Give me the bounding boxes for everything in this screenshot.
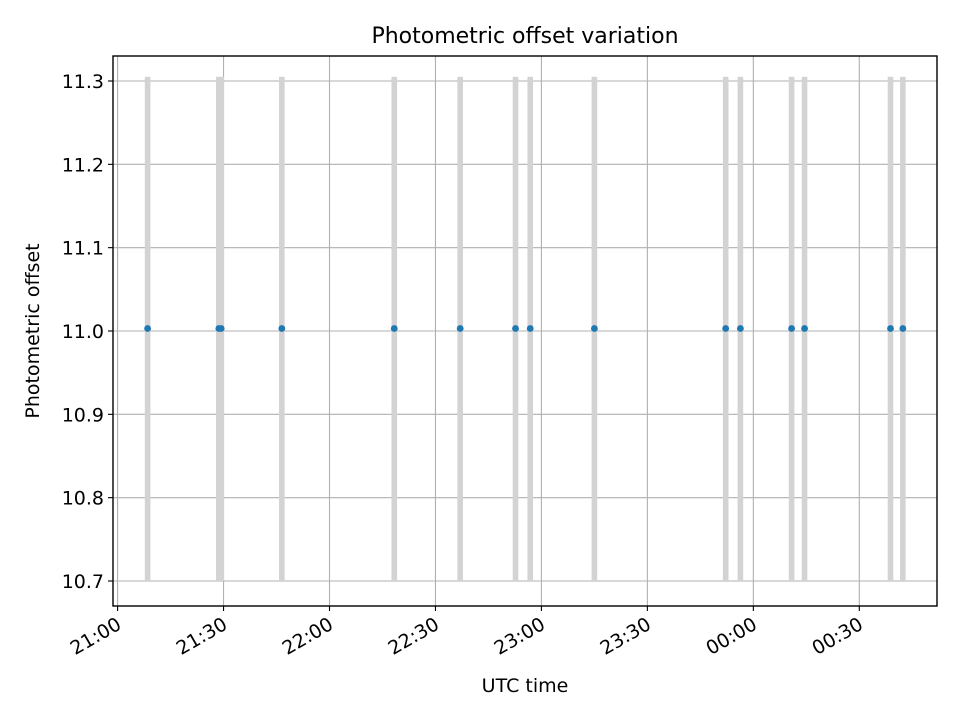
data-point <box>722 325 730 332</box>
y-tick-label: 10.8 <box>62 488 104 510</box>
data-point <box>899 325 907 332</box>
data-point <box>788 325 796 332</box>
data-point <box>278 325 286 332</box>
data-point <box>217 325 225 332</box>
data-point <box>887 325 894 332</box>
data-point <box>736 325 744 332</box>
data-point <box>801 325 808 332</box>
data-point <box>390 325 398 332</box>
data-point <box>526 325 534 332</box>
y-tick-label: 11.1 <box>62 238 104 260</box>
data-point <box>144 325 152 332</box>
data-point <box>512 325 519 332</box>
y-tick-label: 11.0 <box>62 321 104 343</box>
y-tick-label: 10.9 <box>62 404 104 426</box>
grid <box>113 56 937 606</box>
data-point <box>591 325 598 332</box>
y-axis-label: Photometric offset <box>22 243 44 418</box>
y-tick-label: 11.3 <box>62 71 104 93</box>
data-points <box>144 325 907 332</box>
chart-title: Photometric offset variation <box>371 24 678 49</box>
y-tick-label: 11.2 <box>62 154 104 176</box>
y-tick-label: 10.7 <box>62 571 104 593</box>
x-axis-label: UTC time <box>482 675 569 697</box>
data-point <box>456 325 464 332</box>
y-axis: 10.7 10.8 10.9 11.0 11.1 11.2 11.3 <box>62 71 113 593</box>
